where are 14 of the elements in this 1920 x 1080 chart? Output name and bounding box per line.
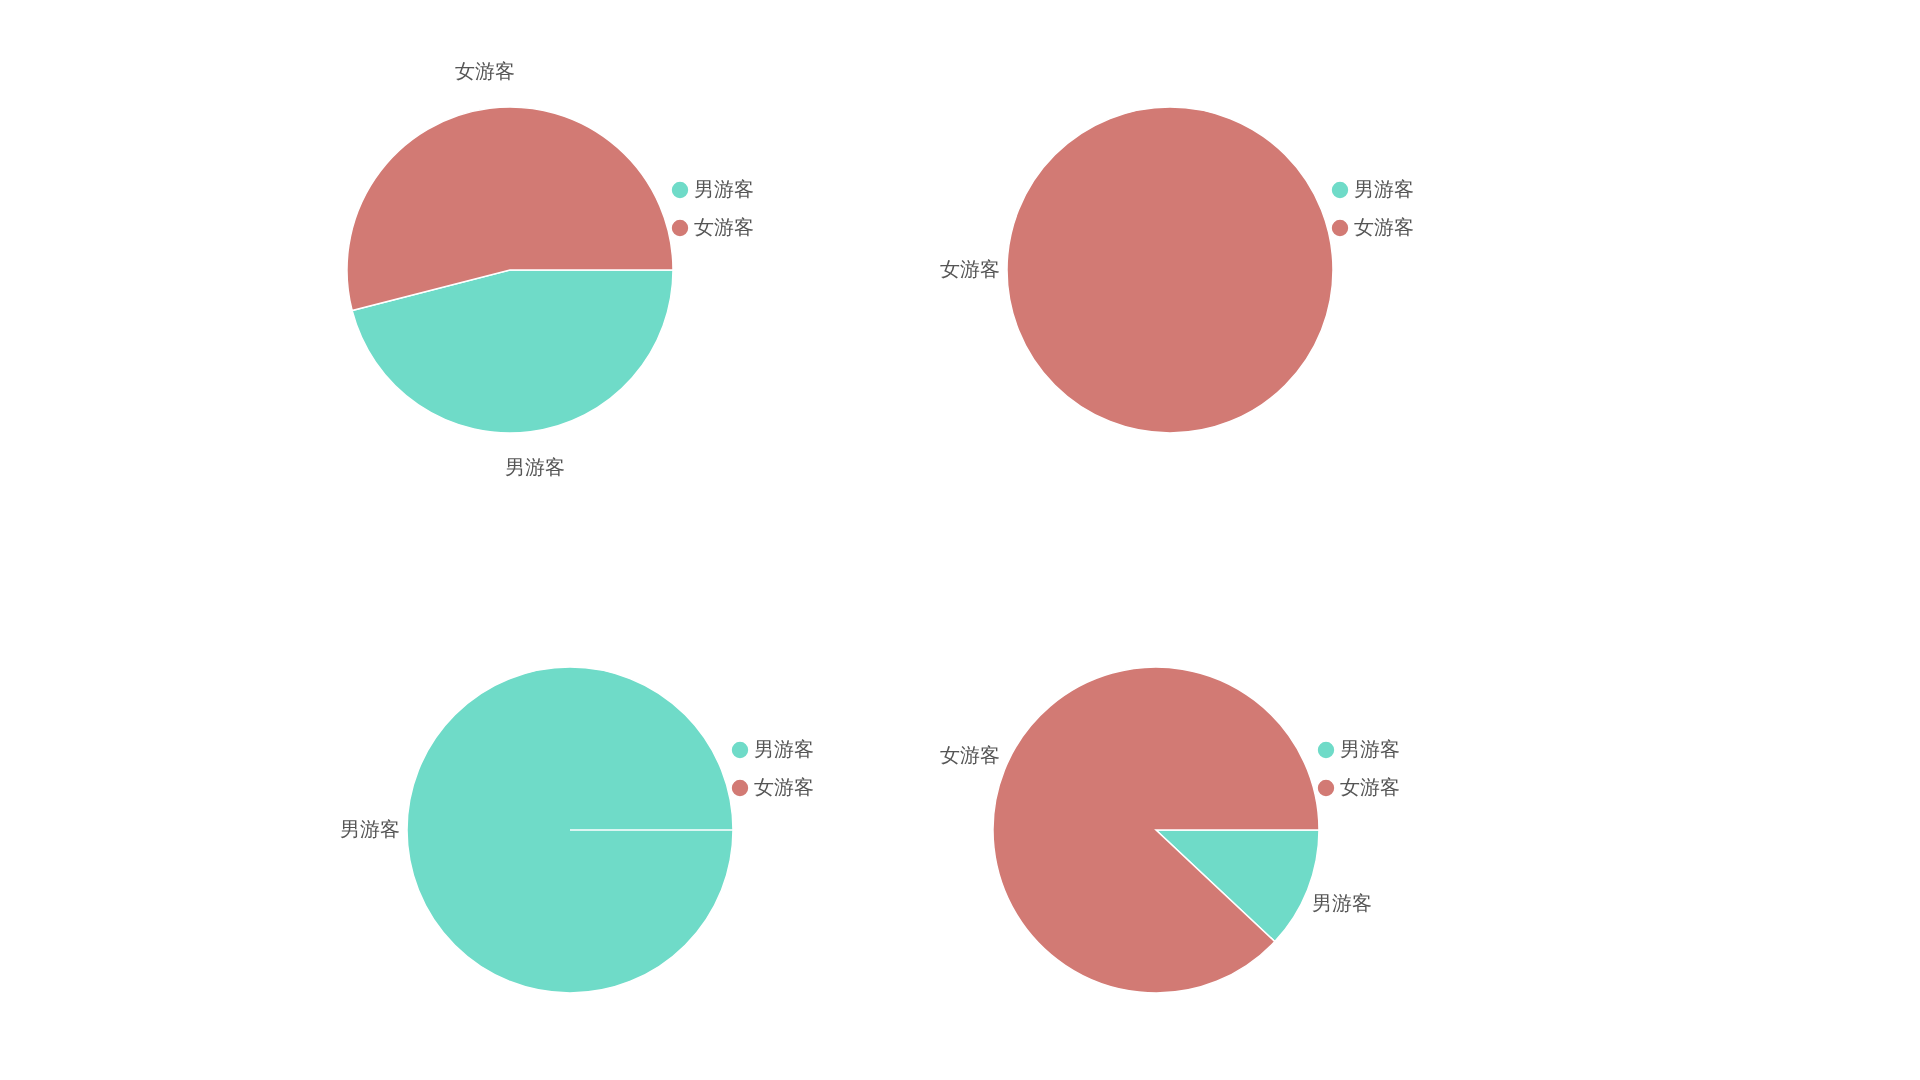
legend-label: 男游客	[694, 177, 754, 201]
legend-label: 女游客	[754, 775, 814, 799]
slice-label: 女游客	[454, 58, 515, 83]
slice-label: 男游客	[1311, 890, 1372, 915]
slice-label: 女游客	[940, 257, 1000, 281]
legend-label: 女游客	[1354, 215, 1414, 239]
legend-label: 女游客	[1340, 775, 1400, 799]
legend-label: 男游客	[754, 737, 814, 761]
slice-label: 女游客	[940, 743, 1001, 768]
slice-label: 男游客	[340, 817, 400, 841]
legend-label: 男游客	[1354, 177, 1414, 201]
legend-label: 女游客	[694, 215, 754, 239]
legend-label: 男游客	[1340, 737, 1400, 761]
slice-label: 男游客	[505, 455, 566, 480]
